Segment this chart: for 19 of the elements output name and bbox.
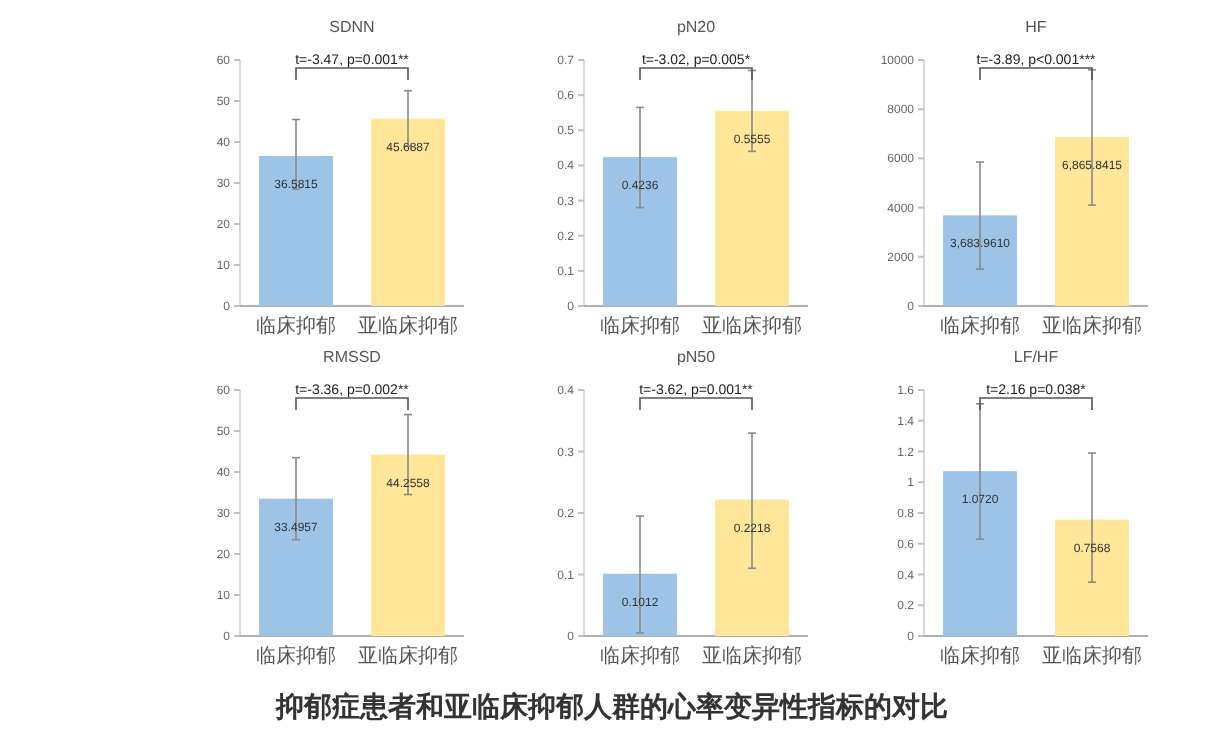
chart-title: SDNN [329,18,376,36]
chart-title: pN50 [676,348,717,366]
x-tick-label: 临床抑郁 [256,644,336,668]
x-tick-label: 亚临床抑郁 [702,644,802,668]
x-tick-label: 亚临床抑郁 [358,314,458,338]
chart-title: pN20 [676,18,717,36]
x-tick-label: 亚临床抑郁 [1042,314,1142,338]
text: 抑郁症患者和亚临床抑郁人群的心率变异性指标的对比 [274,690,948,722]
x-tick-label: 亚临床抑郁 [1042,644,1142,668]
x-tick-label: 临床抑郁 [940,644,1020,668]
x-tick-label: 临床抑郁 [600,644,680,668]
x-tick-label: 亚临床抑郁 [358,644,458,668]
x-tick-label: 临床抑郁 [256,314,336,338]
chart-title: LF/HF [1013,348,1059,366]
x-tick-label: 临床抑郁 [600,314,680,338]
chart-title: RMSSD [323,348,382,366]
chart-title: HF [1025,18,1047,36]
x-tick-label: 亚临床抑郁 [702,314,802,338]
x-tick-label: 临床抑郁 [940,314,1020,338]
